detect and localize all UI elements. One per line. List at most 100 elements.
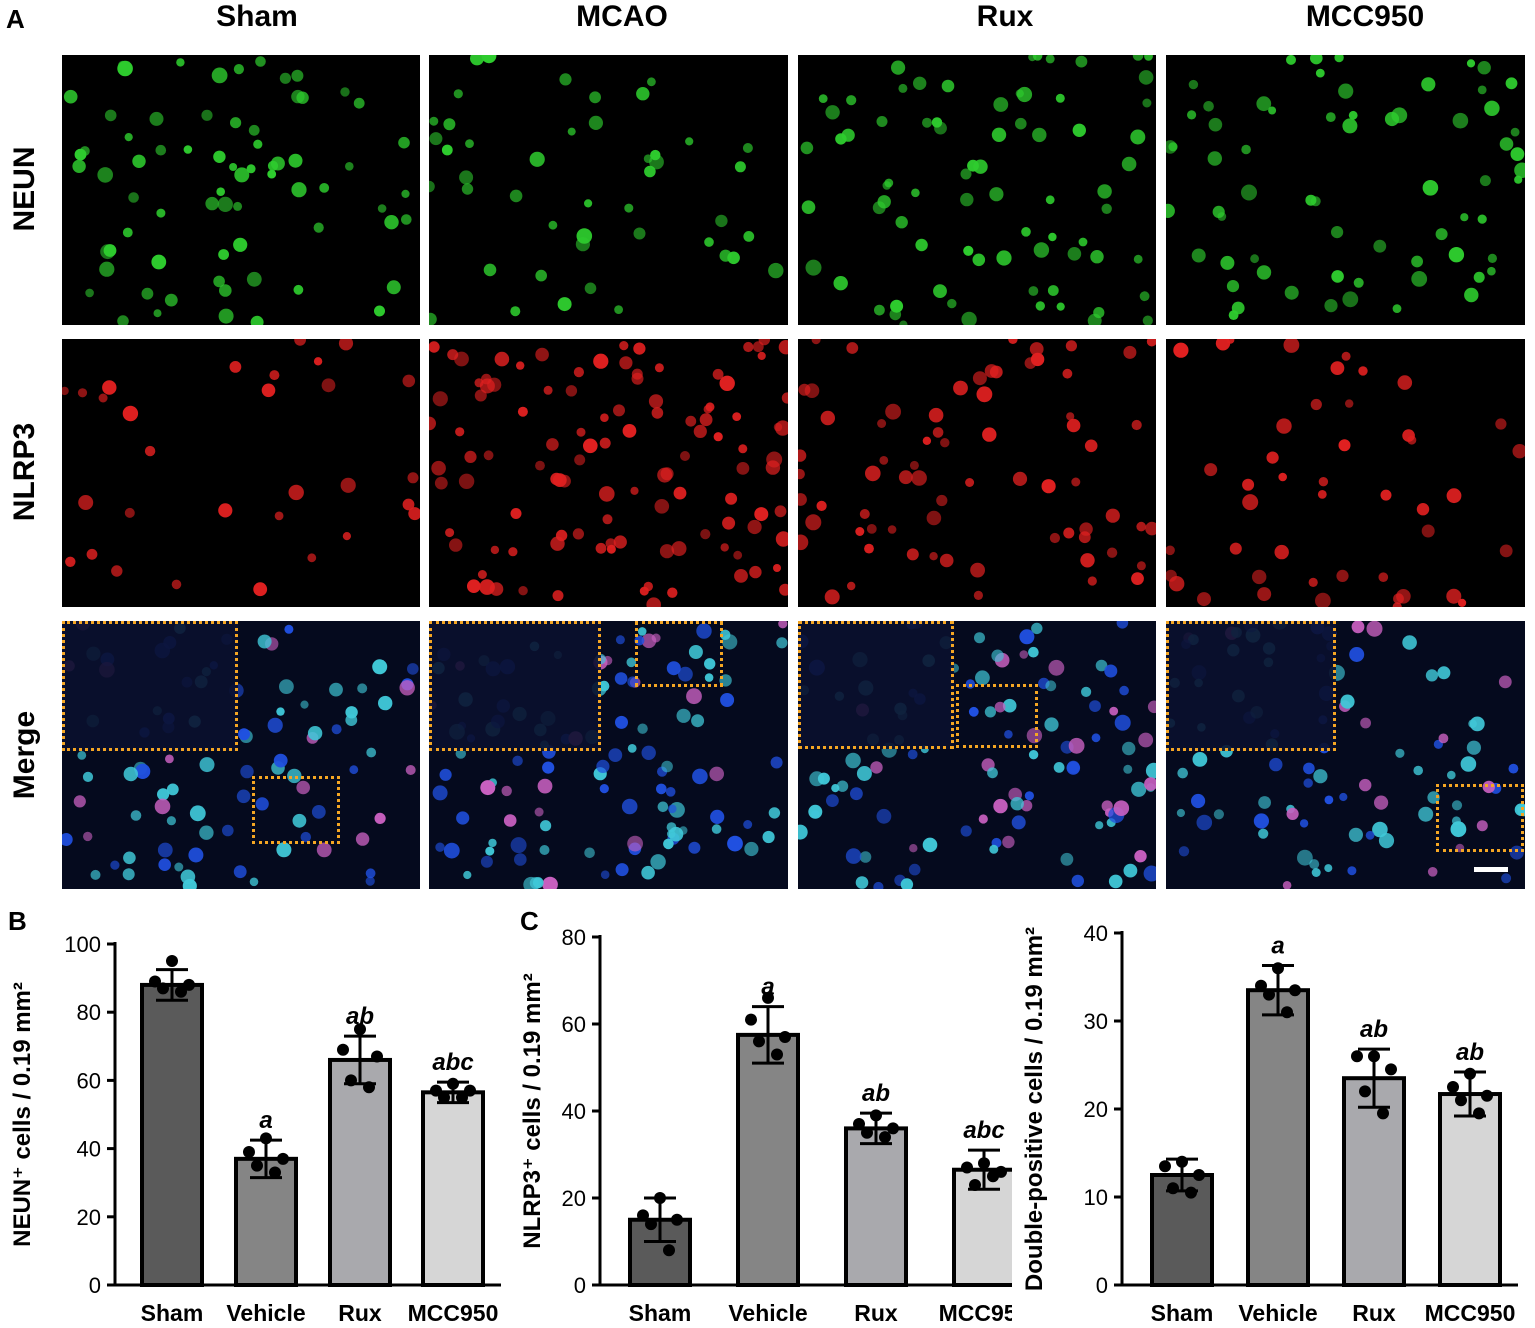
bar-mcc950 <box>421 1090 485 1287</box>
data-point <box>166 955 178 968</box>
data-point <box>269 1166 281 1179</box>
micrograph-merge-mcao <box>429 621 788 889</box>
micrograph-neun-rux <box>798 55 1156 325</box>
x-tick-label-rux: Rux <box>1352 1300 1396 1326</box>
micrograph-merge-rux <box>798 621 1156 889</box>
data-point <box>260 1132 272 1145</box>
zoom-source-box <box>635 621 723 687</box>
chart-b-neun-cells: B NEUN⁺ cells / 0.19 mm² 0 20 40 60 80 100 Sham a… <box>8 906 501 1326</box>
y-tick-label: 10 <box>1084 1185 1108 1210</box>
bar-rux <box>1342 1076 1406 1287</box>
micrograph-nlrp3-sham <box>62 339 420 607</box>
significance-label: a <box>761 974 774 1001</box>
y-tick-label: 20 <box>562 1186 586 1211</box>
data-point <box>1159 1160 1171 1173</box>
data-point <box>969 1178 981 1191</box>
bar-rux <box>844 1126 908 1287</box>
data-point <box>1281 1006 1293 1019</box>
y-tick-label: 40 <box>562 1099 586 1124</box>
micrograph-neun-mcao <box>429 55 788 325</box>
data-point <box>753 1035 765 1048</box>
panel-letter: B <box>8 906 27 936</box>
data-point <box>645 1218 657 1231</box>
data-point <box>157 982 169 995</box>
data-point <box>853 1118 865 1131</box>
data-point <box>1185 1186 1197 1199</box>
significance-label: ab <box>1360 1016 1388 1043</box>
x-tick-label-sham: Sham <box>1151 1300 1214 1326</box>
data-point <box>149 975 161 988</box>
y-tick-label: 60 <box>562 1012 586 1037</box>
data-point <box>1272 962 1284 975</box>
bar-rux <box>328 1057 392 1287</box>
y-tick-label: 30 <box>1084 1009 1108 1034</box>
data-point <box>243 1146 255 1159</box>
y-tick-label: 0 <box>89 1273 101 1298</box>
scale-bar <box>1474 867 1508 872</box>
y-axis-label: Double-positive cells / 0.19 mm² <box>1021 927 1048 1291</box>
micrograph-nlrp3-rux <box>798 339 1156 607</box>
column-title-mcao: MCAO <box>576 0 668 33</box>
micrograph-merge-mcc950 <box>1166 621 1525 889</box>
data-point <box>870 1109 882 1122</box>
bar-sham <box>140 982 204 1287</box>
bar-mcc950 <box>1438 1092 1502 1287</box>
x-tick-label-sham: Sham <box>141 1300 204 1326</box>
x-tick-label-sham: Sham <box>629 1300 692 1326</box>
micrograph-merge-sham <box>62 621 420 889</box>
zoom-source-box <box>252 776 340 844</box>
chart-c-nlrp3-cells: C NLRP3⁺ cells / 0.19 mm² 0 20 40 60 80 Sham a Ve… <box>519 906 1012 1326</box>
data-point <box>1263 988 1275 1001</box>
chart-d-double-positive-cells: DDouble-positive cells / 0.19 mm²0102030… <box>1021 921 1518 1326</box>
data-point <box>637 1209 649 1222</box>
data-point <box>345 1074 357 1087</box>
bar-vehicle <box>234 1156 298 1287</box>
zoom-source-box <box>1436 784 1524 852</box>
data-point <box>671 1213 683 1226</box>
significance-label: ab <box>862 1080 890 1107</box>
zoom-inset-box <box>798 621 954 749</box>
zoom-source-box <box>956 684 1038 748</box>
y-tick-label: 60 <box>77 1068 101 1093</box>
data-point <box>879 1131 891 1144</box>
data-point <box>771 1048 783 1061</box>
data-point <box>371 1050 383 1063</box>
data-point <box>1385 1063 1397 1076</box>
x-tick-label-mcc950: MCC950 <box>939 1300 1012 1326</box>
significance-label: abc <box>963 1117 1004 1144</box>
bar-vehicle <box>736 1032 800 1287</box>
data-point <box>887 1122 899 1135</box>
data-point <box>1455 1094 1467 1107</box>
data-point <box>1377 1107 1389 1120</box>
data-point <box>987 1170 999 1183</box>
data-point <box>1473 1107 1485 1120</box>
column-title-mcc950: MCC950 <box>1305 0 1425 33</box>
data-point <box>456 1091 468 1104</box>
y-axis-label: NLRP3⁺ cells / 0.19 mm² <box>519 973 546 1248</box>
data-point <box>1167 1182 1179 1195</box>
bar-vehicle <box>1246 988 1310 1287</box>
data-point <box>1176 1155 1188 1168</box>
significance-label: ab <box>1456 1039 1484 1066</box>
zoom-inset-box <box>1166 621 1336 751</box>
x-tick-label-rux: Rux <box>338 1300 382 1326</box>
column-title-rux: Rux <box>976 0 1034 33</box>
data-point <box>1368 1050 1380 1063</box>
bar-sham <box>1150 1173 1214 1287</box>
data-point <box>354 1023 366 1036</box>
micrograph-nlrp3-mcc950 <box>1166 339 1525 607</box>
x-tick-label-mcc950: MCC950 <box>408 1300 499 1326</box>
data-point <box>337 1043 349 1056</box>
y-tick-label: 100 <box>64 932 101 957</box>
y-tick-label: 40 <box>1084 921 1108 946</box>
x-tick-label-vehicle: Vehicle <box>728 1300 807 1326</box>
data-point <box>363 1081 375 1094</box>
micrograph-nlrp3-mcao <box>429 339 788 607</box>
data-point <box>861 1126 873 1139</box>
significance-label: ab <box>346 1003 374 1030</box>
significance-label: a <box>259 1107 272 1134</box>
data-point <box>961 1161 973 1174</box>
data-point <box>438 1091 450 1104</box>
y-tick-label: 40 <box>77 1137 101 1162</box>
significance-label: a <box>1271 933 1284 960</box>
